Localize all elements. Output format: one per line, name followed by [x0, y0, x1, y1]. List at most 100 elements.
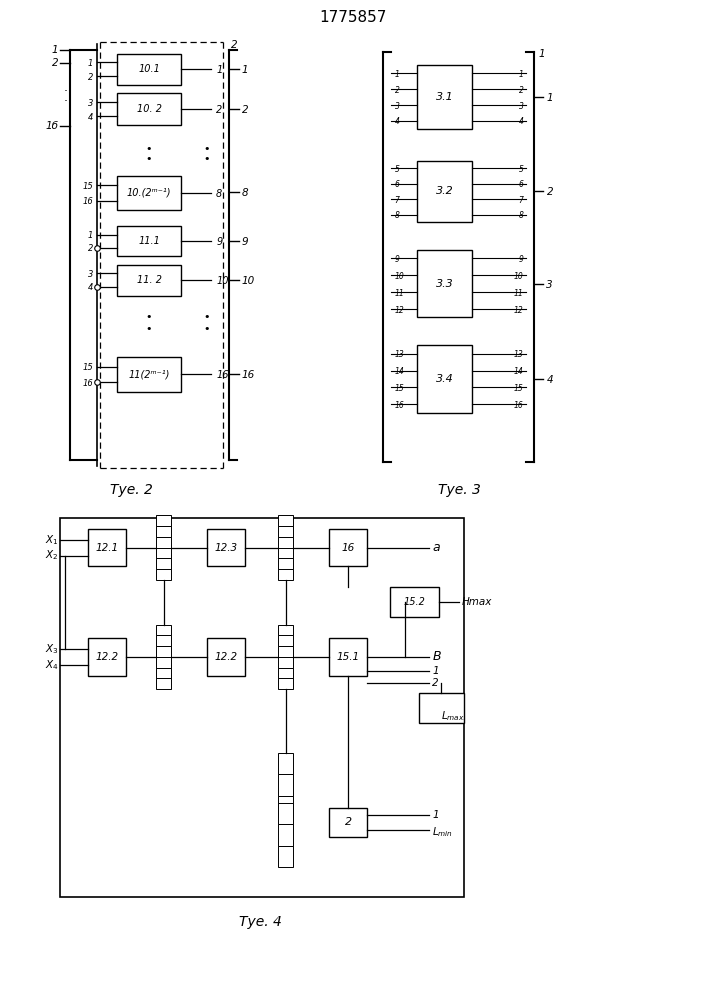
Text: 1: 1	[539, 49, 545, 59]
Text: 1: 1	[88, 59, 93, 68]
Text: 9: 9	[216, 237, 222, 247]
Bar	[156, 668, 171, 678]
Text: 7: 7	[395, 196, 399, 205]
Text: 4: 4	[519, 117, 524, 126]
Text: 14: 14	[514, 367, 524, 376]
Text: 12.1: 12.1	[95, 543, 119, 553]
Bar	[117, 93, 182, 125]
Bar	[156, 526, 171, 537]
Text: 8: 8	[395, 211, 399, 220]
Text: $X_3$: $X_3$	[45, 642, 59, 656]
Bar	[117, 54, 182, 85]
Text: 10: 10	[395, 272, 404, 281]
Text: $X_1$: $X_1$	[45, 533, 59, 547]
Text: 15: 15	[514, 384, 524, 393]
Bar	[207, 529, 245, 566]
Bar	[278, 774, 293, 796]
Text: 3.1: 3.1	[436, 92, 454, 102]
Text: 1: 1	[88, 231, 93, 240]
Text: ·: ·	[64, 85, 67, 98]
Bar	[156, 657, 171, 668]
Text: 15.1: 15.1	[337, 652, 360, 662]
Text: 10.(2ᵐ⁻¹): 10.(2ᵐ⁻¹)	[127, 188, 171, 198]
Text: 15: 15	[82, 363, 93, 372]
Text: 6: 6	[519, 180, 524, 189]
Bar	[278, 657, 293, 668]
Text: 4: 4	[88, 113, 93, 122]
Text: 1: 1	[242, 65, 248, 75]
Bar	[278, 846, 293, 867]
Text: 15: 15	[395, 384, 404, 393]
Text: 2: 2	[547, 187, 553, 197]
Text: 3: 3	[519, 102, 524, 111]
Text: 10. 2: 10. 2	[136, 104, 162, 114]
Text: 5: 5	[395, 165, 399, 174]
Text: 10.1: 10.1	[138, 64, 160, 74]
Text: 9: 9	[395, 255, 399, 264]
Text: 3: 3	[547, 280, 553, 290]
Bar	[88, 638, 126, 676]
Text: 1: 1	[547, 93, 553, 103]
Bar	[156, 625, 171, 635]
Text: Τуе. 4: Τуе. 4	[239, 915, 282, 929]
Text: 2: 2	[52, 58, 59, 68]
Text: 6: 6	[395, 180, 399, 189]
Text: 9: 9	[242, 237, 248, 247]
Text: •: •	[146, 324, 153, 334]
Text: 11.1: 11.1	[138, 236, 160, 246]
Text: 4: 4	[88, 283, 93, 292]
Text: 1: 1	[216, 65, 222, 75]
Text: 16: 16	[82, 197, 93, 206]
Text: 12: 12	[395, 306, 404, 315]
Text: •: •	[203, 144, 209, 154]
Text: 10: 10	[242, 276, 255, 286]
Text: 2: 2	[344, 817, 351, 827]
Text: 2: 2	[216, 105, 222, 115]
Text: 8: 8	[216, 189, 222, 199]
Text: 2: 2	[88, 244, 93, 253]
Text: 2: 2	[395, 86, 399, 95]
Bar	[329, 638, 367, 676]
Text: 16: 16	[242, 370, 255, 380]
Text: 16: 16	[395, 401, 404, 410]
Text: 2: 2	[231, 40, 238, 50]
Bar	[278, 668, 293, 678]
Bar	[278, 569, 293, 580]
Text: •: •	[146, 144, 153, 154]
Text: 1: 1	[433, 810, 439, 820]
Text: •: •	[203, 324, 209, 334]
Text: 2: 2	[519, 86, 524, 95]
Text: 3.3: 3.3	[436, 279, 454, 289]
Text: 4: 4	[395, 117, 399, 126]
Bar	[418, 345, 472, 413]
Bar	[278, 753, 293, 774]
Bar	[329, 808, 367, 837]
Text: $X_2$: $X_2$	[45, 549, 59, 562]
Text: Нmax: Нmax	[462, 597, 493, 607]
Text: 3: 3	[88, 99, 93, 108]
Text: 2: 2	[242, 105, 248, 115]
Text: 16: 16	[341, 543, 355, 553]
Text: 12.2: 12.2	[95, 652, 119, 662]
Text: 10: 10	[216, 276, 228, 286]
Text: 11: 11	[395, 289, 404, 298]
Text: 1: 1	[519, 70, 524, 79]
Bar	[418, 65, 472, 129]
Bar	[156, 678, 171, 689]
Text: $X_4$: $X_4$	[45, 658, 59, 672]
Bar	[117, 357, 182, 392]
Text: 9: 9	[519, 255, 524, 264]
Text: •: •	[146, 154, 153, 164]
Bar	[390, 587, 439, 617]
Text: Τуе. 2: Τуе. 2	[110, 483, 153, 497]
Bar	[278, 646, 293, 657]
Bar	[88, 529, 126, 566]
Text: 1: 1	[395, 70, 399, 79]
Bar	[278, 625, 293, 635]
Text: $L_{min}$: $L_{min}$	[433, 825, 453, 839]
Bar	[419, 693, 464, 723]
Text: 1775857: 1775857	[320, 10, 387, 25]
Text: 1: 1	[433, 666, 439, 676]
Text: 16: 16	[216, 370, 228, 380]
Text: 11. 2: 11. 2	[136, 275, 162, 285]
